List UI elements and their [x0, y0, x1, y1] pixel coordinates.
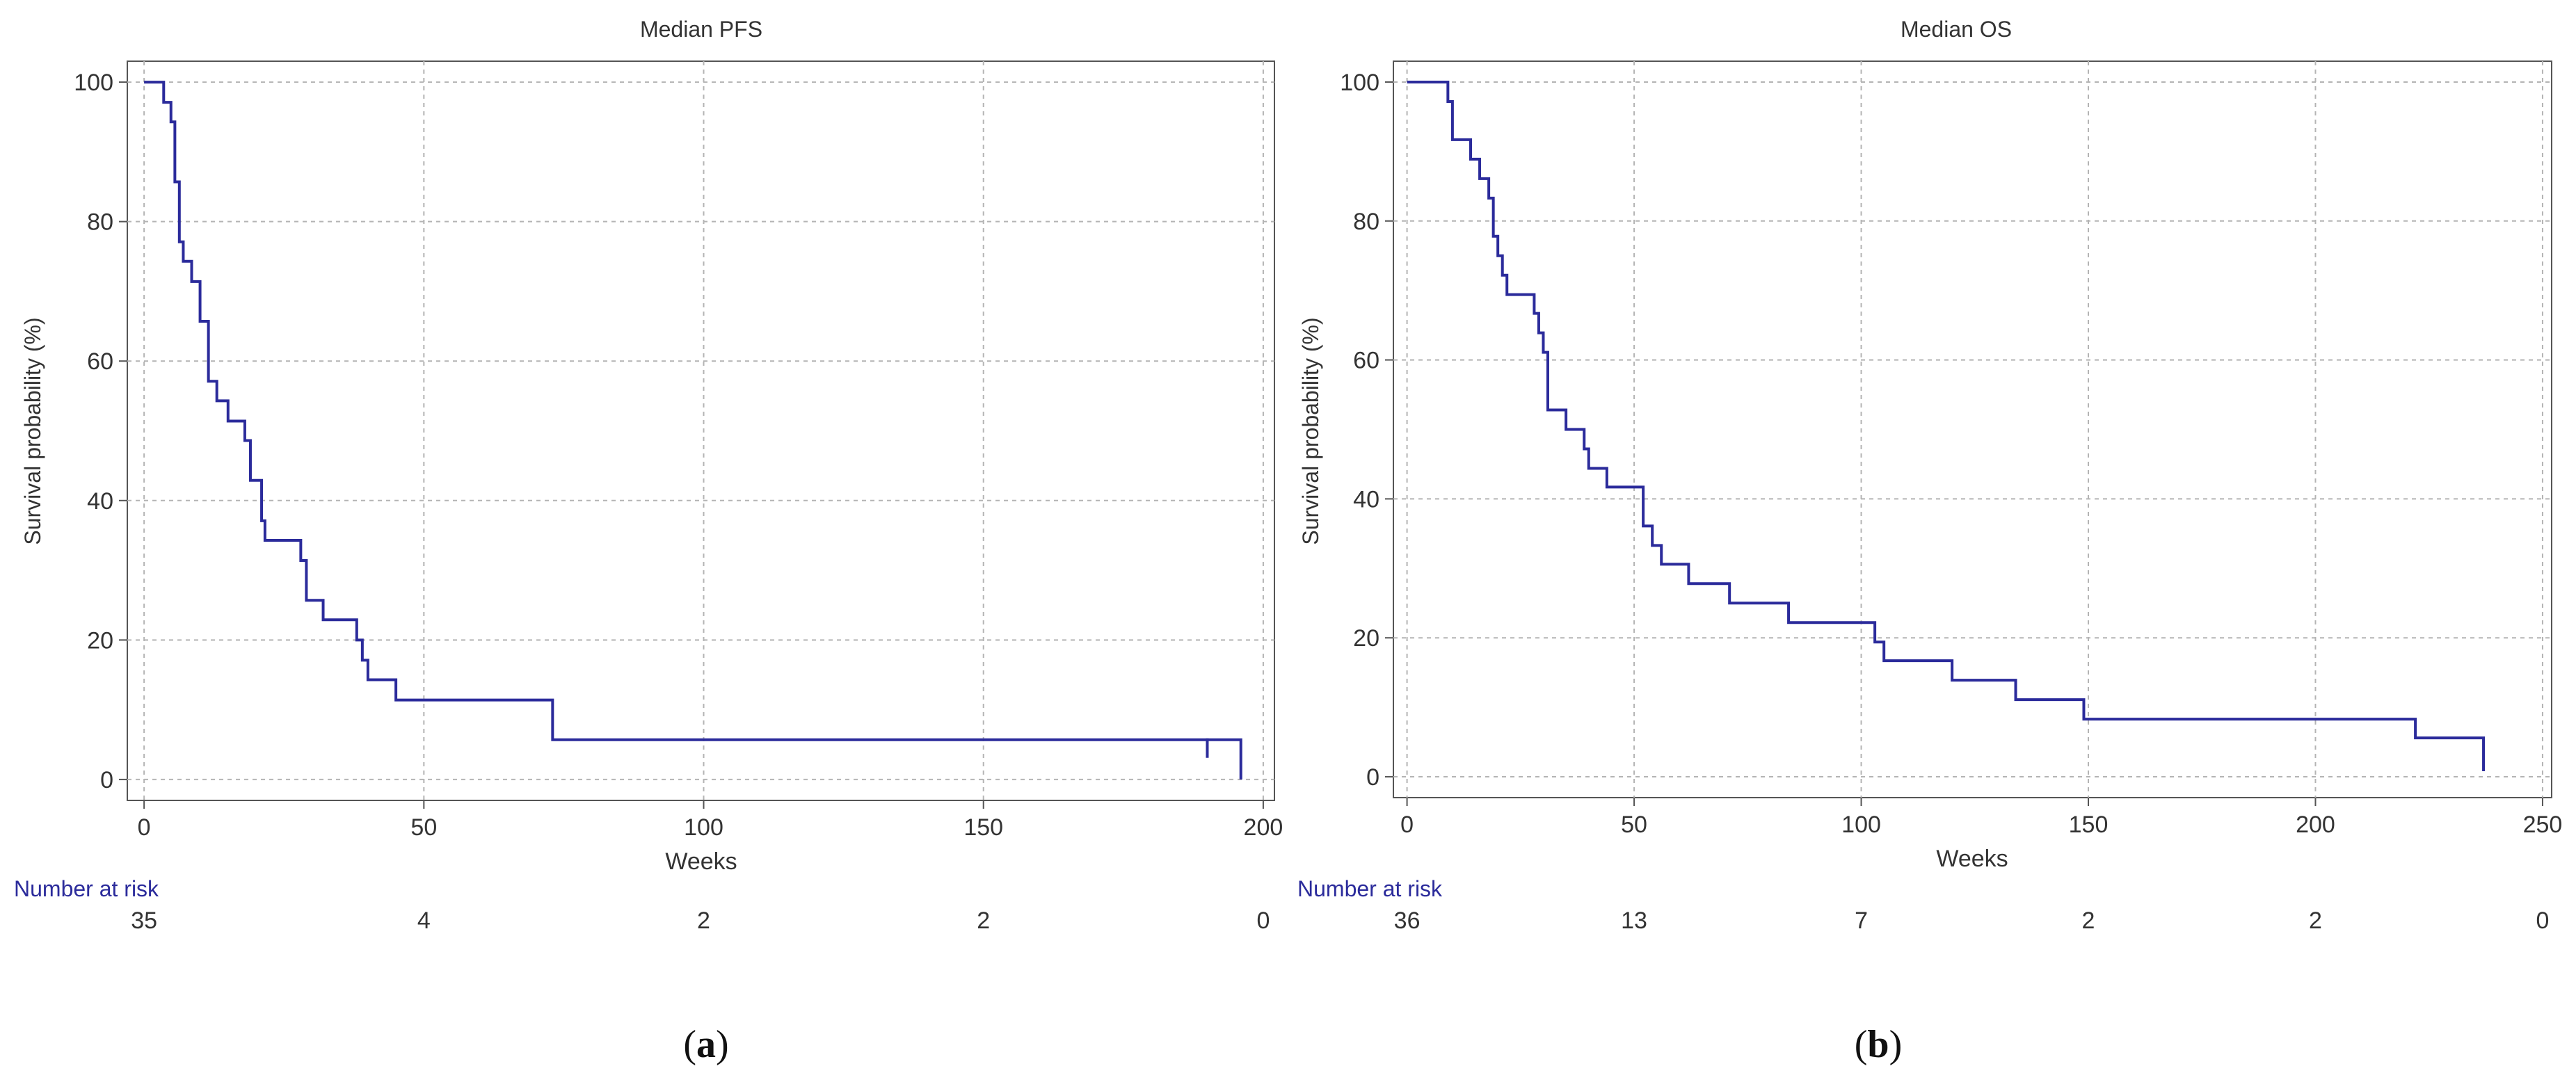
survival-curve [144, 81, 1242, 780]
risk-count: 2 [697, 908, 710, 934]
x-tick-label: 100 [1841, 812, 1881, 838]
x-tick-label: 0 [138, 814, 151, 841]
x-axis-label: Weeks [665, 848, 737, 875]
x-tick-label: 200 [2296, 812, 2335, 838]
y-tick-label: 20 [87, 627, 113, 654]
x-tick-label: 150 [963, 814, 1003, 841]
risk-count: 36 [1394, 908, 1421, 934]
risk-count: 4 [417, 908, 431, 934]
y-tick-label: 100 [1340, 70, 1379, 96]
y-tick-label: 80 [1353, 209, 1379, 235]
chart-title: Median PFS [640, 17, 762, 42]
y-tick-label: 0 [100, 767, 113, 793]
chart-title: Median OS [1901, 17, 2012, 42]
x-tick-label: 100 [684, 814, 723, 841]
x-tick-label: 250 [2523, 812, 2563, 838]
x-tick-label: 0 [1400, 812, 1414, 838]
risk-count: 2 [2082, 908, 2095, 934]
y-tick-label: 100 [74, 70, 113, 96]
x-axis-ticks: 0 50 100 150 200 250 [1400, 798, 2562, 838]
y-axis-label: Survival probability (%) [1298, 317, 1323, 544]
y-tick-label: 40 [1353, 486, 1379, 513]
panel-label: (a) [683, 1023, 728, 1066]
y-tick-label: 20 [1353, 625, 1379, 652]
risk-table: 35 4 2 2 0 [131, 908, 1270, 934]
risk-table: 36 13 7 2 2 0 [1394, 908, 2550, 934]
risk-count: 0 [1256, 908, 1270, 934]
plot-frame [1393, 60, 2552, 798]
y-axis-ticks: 0 20 40 60 80 100 [74, 70, 127, 793]
risk-table-label: Number at risk [14, 876, 159, 901]
x-tick-label: 50 [1621, 812, 1647, 838]
risk-count: 35 [131, 908, 157, 934]
risk-count: 2 [977, 908, 990, 934]
y-tick-label: 60 [87, 348, 113, 375]
grid [1393, 61, 2552, 798]
y-tick-label: 80 [87, 209, 113, 236]
x-tick-label: 200 [1244, 814, 1283, 841]
risk-count: 0 [2536, 908, 2549, 934]
risk-count: 13 [1621, 908, 1647, 934]
x-tick-label: 150 [2069, 812, 2109, 838]
y-tick-label: 60 [1353, 348, 1379, 374]
grid [127, 61, 1274, 800]
risk-count: 2 [2309, 908, 2322, 934]
y-axis-ticks: 0 20 40 60 80 100 [1340, 70, 1393, 791]
risk-table-label: Number at risk [1297, 876, 1443, 901]
survival-curve [1407, 80, 2486, 772]
y-tick-label: 40 [87, 488, 113, 515]
x-axis-label: Weeks [1936, 846, 2008, 872]
risk-count: 7 [1855, 908, 1868, 934]
plot-frame [127, 60, 1275, 801]
x-axis-ticks: 0 50 100 150 200 [138, 800, 1283, 841]
panel-label: (b) [1855, 1023, 1902, 1066]
y-tick-label: 0 [1366, 764, 1379, 791]
x-tick-label: 50 [410, 814, 437, 841]
y-axis-label: Survival probability (%) [20, 317, 45, 544]
